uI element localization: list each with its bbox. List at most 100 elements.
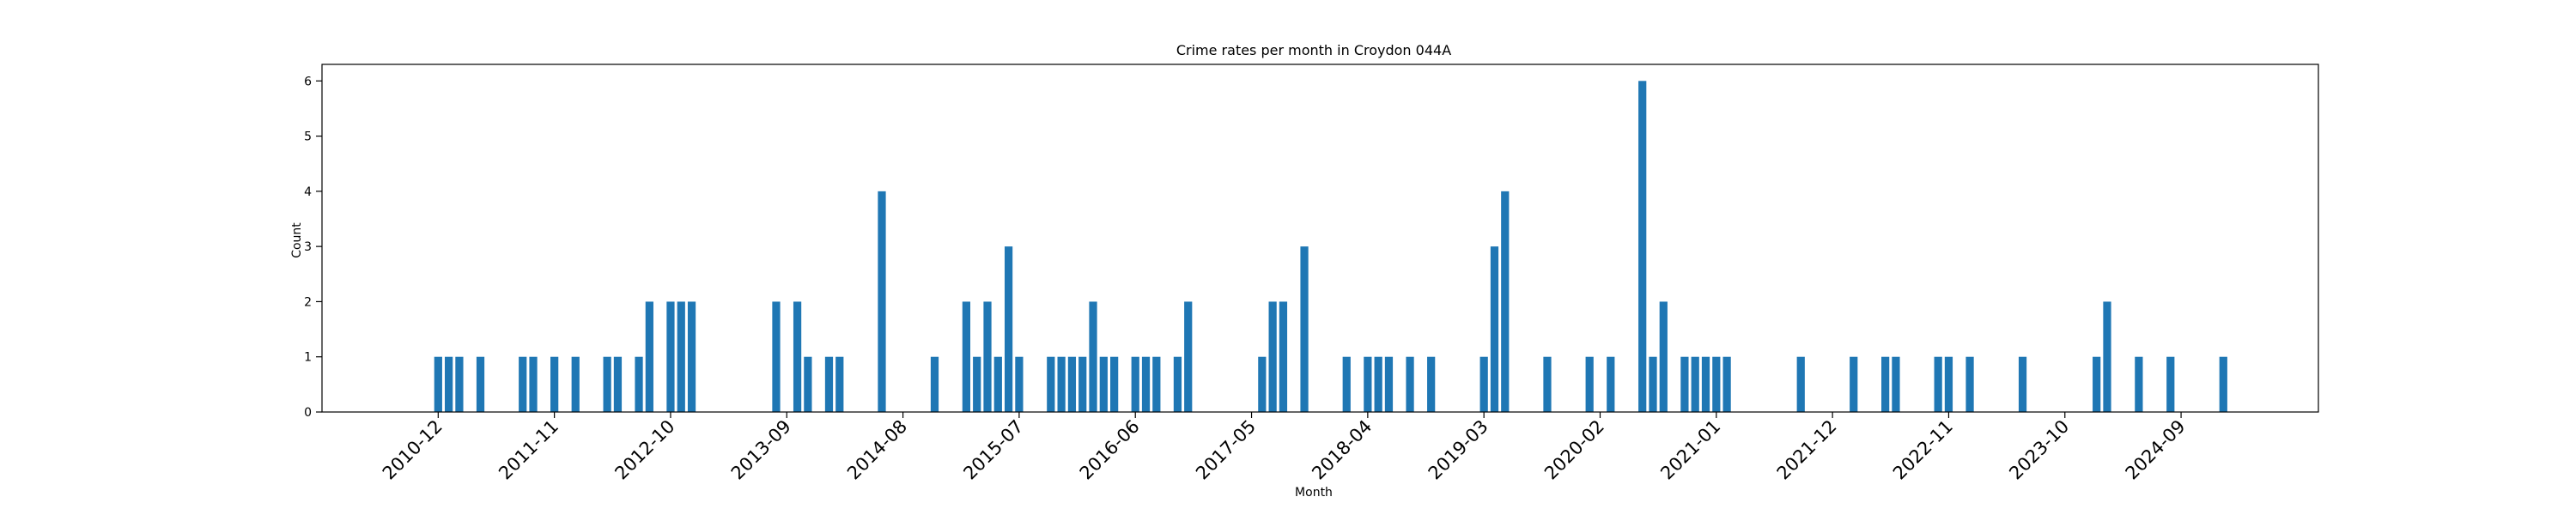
bar-2019-04 xyxy=(1490,246,1499,412)
bar-2010-12 xyxy=(434,356,442,412)
bar-2023-06 xyxy=(2018,356,2027,412)
bar-2023-01 xyxy=(1965,356,1974,412)
y-tick-label-2: 2 xyxy=(304,295,312,309)
bar-2012-01 xyxy=(571,356,580,412)
bar-2016-11 xyxy=(1184,301,1193,412)
y-axis: 0 1 2 3 4 5 6 xyxy=(304,75,322,420)
chart-title: Crime rates per month in Croydon 044A xyxy=(1176,42,1451,58)
y-tick-label-4: 4 xyxy=(304,185,312,199)
x-tick-label-2021-01: 2021-01 xyxy=(1656,416,1724,484)
bar-2015-12 xyxy=(1067,356,1077,412)
plot-frame xyxy=(321,64,2319,413)
bar-2011-04 xyxy=(476,356,485,412)
bar-2012-12 xyxy=(687,301,696,412)
bar-2012-04 xyxy=(603,356,611,412)
y-tick-label-6: 6 xyxy=(304,75,312,88)
bar-2015-11 xyxy=(1057,356,1066,412)
x-axis: 2010-12 2011-11 2012-10 2013-09 2014-08 2015-… xyxy=(379,412,2190,484)
bar-2012-10 xyxy=(666,301,675,412)
x-tick-label-2015-07: 2015-07 xyxy=(959,416,1027,484)
x-tick-label-2020-02: 2020-02 xyxy=(1540,416,1608,484)
bar-2015-10 xyxy=(1047,356,1055,412)
bar-2016-10 xyxy=(1173,356,1182,412)
bar-2022-10 xyxy=(1934,356,1942,412)
bar-2011-08 xyxy=(519,356,527,412)
x-tick-label-2019-03: 2019-03 xyxy=(1425,416,1492,484)
y-axis-label: Count xyxy=(290,222,304,258)
bar-2018-08 xyxy=(1406,356,1414,412)
bar-2014-01 xyxy=(824,356,834,412)
bar-2012-05 xyxy=(613,356,623,412)
bar-2025-01 xyxy=(2219,356,2227,412)
bar-2012-11 xyxy=(677,301,685,412)
bar-2021-02 xyxy=(1722,356,1731,412)
bar-2013-08 xyxy=(772,301,781,412)
bar-2020-11 xyxy=(1691,356,1699,412)
bar-2024-05 xyxy=(2135,356,2143,412)
bar-2014-11 xyxy=(930,356,939,412)
bar-2011-09 xyxy=(529,356,538,412)
bars-group xyxy=(434,81,2227,413)
bar-2011-01 xyxy=(445,356,453,412)
bar-2022-06 xyxy=(1892,356,1900,412)
bar-2016-02 xyxy=(1089,301,1097,412)
x-tick-label-2013-09: 2013-09 xyxy=(727,416,795,484)
bar-2021-09 xyxy=(1796,356,1805,412)
bar-2024-01 xyxy=(2093,356,2101,412)
bar-2015-07 xyxy=(1015,356,1024,412)
bar-2018-04 xyxy=(1364,356,1372,412)
y-tick-label-5: 5 xyxy=(304,130,312,144)
bar-2024-08 xyxy=(2166,356,2175,412)
bar-2020-12 xyxy=(1701,356,1710,412)
bar-2018-10 xyxy=(1427,356,1436,412)
bar-2021-01 xyxy=(1712,356,1721,412)
bar-2011-02 xyxy=(455,356,464,412)
x-tick-label-2017-05: 2017-05 xyxy=(1192,416,1260,484)
bar-2017-07 xyxy=(1268,301,1277,412)
bar-2018-05 xyxy=(1374,356,1382,412)
y-tick-label-0: 0 xyxy=(304,406,312,420)
x-tick-label-2018-04: 2018-04 xyxy=(1308,416,1376,484)
bar-2019-03 xyxy=(1479,356,1488,412)
x-tick-label-2012-10: 2012-10 xyxy=(611,416,678,484)
bar-2016-04 xyxy=(1110,356,1119,412)
bar-2011-11 xyxy=(550,356,559,412)
bar-2020-08 xyxy=(1659,301,1668,412)
bar-2015-05 xyxy=(993,356,1002,412)
bar-2012-08 xyxy=(645,301,653,412)
bar-2013-11 xyxy=(804,356,812,412)
bar-2017-10 xyxy=(1300,246,1309,412)
bar-2019-09 xyxy=(1543,356,1552,412)
x-tick-label-2010-12: 2010-12 xyxy=(379,416,447,484)
x-axis-label: Month xyxy=(1295,486,1333,500)
x-tick-label-2014-08: 2014-08 xyxy=(843,416,911,484)
bar-2022-11 xyxy=(1944,356,1953,412)
bar-2020-03 xyxy=(1607,356,1615,412)
bar-2019-05 xyxy=(1501,191,1510,413)
y-tick-label-3: 3 xyxy=(304,240,312,254)
bar-2017-08 xyxy=(1279,301,1288,412)
bar-2024-02 xyxy=(2103,301,2111,412)
bar-2013-10 xyxy=(793,301,802,412)
x-tick-label-2021-12: 2021-12 xyxy=(1773,416,1841,484)
x-tick-label-2023-10: 2023-10 xyxy=(2005,416,2073,484)
bar-2018-02 xyxy=(1342,356,1351,412)
x-tick-label-2024-09: 2024-09 xyxy=(2122,416,2190,484)
bar-2014-06 xyxy=(878,191,886,413)
bar-2015-02 xyxy=(962,301,971,412)
bar-2020-01 xyxy=(1585,356,1594,412)
bar-2015-06 xyxy=(1004,246,1013,412)
x-tick-label-2011-11: 2011-11 xyxy=(495,416,562,484)
bar-2020-06 xyxy=(1638,81,1647,412)
x-tick-label-2016-06: 2016-06 xyxy=(1076,416,1144,484)
bar-2016-03 xyxy=(1099,356,1108,412)
bar-2016-08 xyxy=(1152,356,1161,412)
bar-2020-10 xyxy=(1680,356,1689,412)
bar-2022-02 xyxy=(1850,356,1858,412)
bar-2016-06 xyxy=(1131,356,1139,412)
bar-2015-04 xyxy=(983,301,992,412)
y-tick-label-1: 1 xyxy=(304,351,312,365)
bar-2018-06 xyxy=(1384,356,1394,412)
bar-2020-07 xyxy=(1649,356,1657,412)
bar-2016-01 xyxy=(1078,356,1087,412)
